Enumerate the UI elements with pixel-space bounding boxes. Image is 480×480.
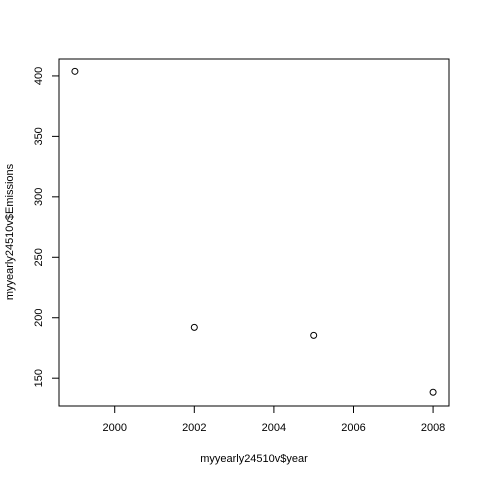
y-tick-label: 250 [33, 248, 45, 266]
x-tick-label: 2008 [421, 422, 445, 434]
data-point [190, 323, 198, 331]
y-tick-label: 150 [33, 369, 45, 387]
x-tick-label: 2000 [102, 422, 126, 434]
y-axis-title: myyearly24510v$Emissions [4, 163, 16, 300]
data-point [71, 67, 79, 75]
data-point [310, 331, 318, 339]
y-axis: 150 200 250 300 350 400 [33, 67, 59, 387]
y-tick-label: 300 [33, 188, 45, 206]
x-axis: 2000 2002 2004 2006 2008 [102, 406, 445, 434]
plot-frame [58, 58, 450, 407]
x-tick-label: 2004 [262, 422, 286, 434]
y-tick-label: 200 [33, 309, 45, 327]
y-tick-label: 400 [33, 67, 45, 85]
x-tick-label: 2006 [341, 422, 365, 434]
data-point [429, 388, 437, 396]
x-axis-title: myyearly24510v$year [200, 453, 308, 465]
y-tick-label: 350 [33, 127, 45, 145]
data-points [71, 67, 437, 396]
x-tick-label: 2002 [182, 422, 206, 434]
